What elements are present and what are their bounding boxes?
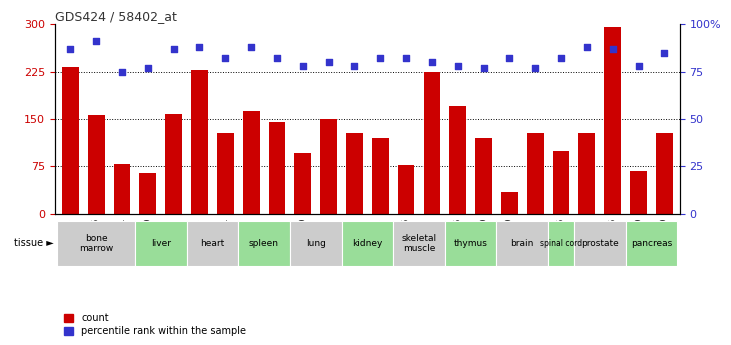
Point — [659, 50, 670, 55]
Point — [581, 44, 593, 50]
Point — [246, 44, 257, 50]
Bar — [268, 122, 285, 214]
Bar — [88, 115, 105, 214]
Bar — [475, 138, 492, 214]
Point — [91, 38, 102, 44]
Point — [271, 56, 283, 61]
Point — [555, 56, 567, 61]
Bar — [243, 111, 260, 214]
Bar — [372, 138, 389, 214]
Bar — [140, 173, 156, 214]
Bar — [217, 133, 234, 214]
Bar — [574, 221, 626, 266]
Point — [349, 63, 360, 69]
Bar — [295, 152, 311, 214]
Point — [194, 44, 205, 50]
Bar — [450, 106, 466, 214]
Bar — [630, 171, 647, 214]
Text: skeletal
muscle: skeletal muscle — [401, 234, 436, 253]
Text: bone
marrow: bone marrow — [79, 234, 113, 253]
Point — [64, 46, 76, 51]
Bar — [346, 133, 363, 214]
Text: liver: liver — [151, 239, 171, 248]
Bar — [548, 221, 574, 266]
Bar — [656, 133, 673, 214]
Point — [168, 46, 180, 51]
Text: pancreas: pancreas — [631, 239, 672, 248]
Text: thymus: thymus — [454, 239, 488, 248]
Bar — [496, 221, 548, 266]
Text: spinal cord: spinal cord — [540, 239, 582, 248]
Point — [297, 63, 308, 69]
Text: tissue ►: tissue ► — [14, 238, 53, 248]
Point — [632, 63, 644, 69]
Text: lung: lung — [306, 239, 325, 248]
Legend: count, percentile rank within the sample: count, percentile rank within the sample — [60, 309, 250, 340]
Bar — [605, 27, 621, 214]
Bar — [553, 151, 569, 214]
Text: prostate: prostate — [581, 239, 618, 248]
Text: brain: brain — [510, 239, 534, 248]
Bar — [444, 221, 496, 266]
Text: spleen: spleen — [249, 239, 279, 248]
Point — [477, 65, 489, 70]
Point — [504, 56, 515, 61]
Point — [219, 56, 231, 61]
Bar — [62, 67, 79, 214]
Bar — [578, 133, 595, 214]
Point — [116, 69, 128, 74]
Bar — [423, 71, 440, 214]
Bar — [238, 221, 290, 266]
Text: kidney: kidney — [352, 239, 382, 248]
Point — [374, 56, 386, 61]
Bar — [191, 70, 208, 214]
Point — [529, 65, 541, 70]
Point — [400, 56, 412, 61]
Point — [607, 46, 618, 51]
Bar — [501, 192, 518, 214]
Bar — [341, 221, 393, 266]
Bar — [186, 221, 238, 266]
Point — [323, 59, 335, 65]
Bar — [527, 133, 544, 214]
Bar — [135, 221, 186, 266]
Bar — [58, 221, 135, 266]
Bar — [290, 221, 341, 266]
Bar — [626, 221, 677, 266]
Bar — [398, 165, 414, 214]
Point — [452, 63, 463, 69]
Bar — [320, 119, 337, 214]
Text: heart: heart — [200, 239, 224, 248]
Point — [142, 65, 154, 70]
Text: GDS424 / 58402_at: GDS424 / 58402_at — [55, 10, 177, 23]
Bar — [165, 114, 182, 214]
Point — [426, 59, 438, 65]
Bar — [393, 221, 444, 266]
Bar — [113, 164, 130, 214]
